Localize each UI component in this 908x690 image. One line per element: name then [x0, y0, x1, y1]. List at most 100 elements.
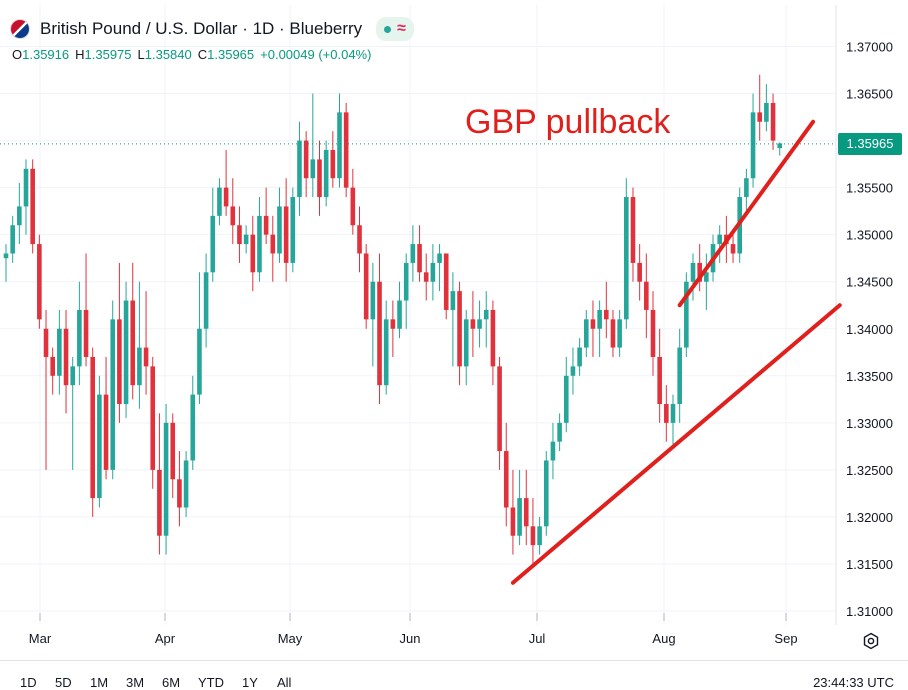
candle: [563, 356, 569, 433]
candle: [177, 451, 182, 527]
candle: [270, 215, 276, 282]
candle: [684, 272, 689, 357]
candle: [697, 244, 702, 292]
x-tick-label: Jun: [400, 631, 421, 646]
candle: [137, 281, 142, 409]
candle: [583, 309, 589, 357]
candle: [303, 131, 309, 198]
candle: [123, 281, 129, 419]
close-label: C: [197, 47, 208, 62]
candle: [397, 281, 402, 339]
candle: [423, 253, 429, 301]
trendline[interactable]: [510, 303, 842, 585]
candle: [243, 225, 249, 254]
price-axis[interactable]: 1.370001.365001.360001.355001.350001.345…: [846, 40, 893, 620]
candle: [277, 187, 282, 263]
candle: [477, 300, 482, 348]
open-label: O: [12, 47, 23, 62]
candle: [263, 187, 269, 245]
y-tick-label: 1.35500: [846, 181, 893, 196]
candle: [590, 300, 596, 357]
candle: [750, 93, 756, 188]
candle: [50, 347, 55, 395]
y-tick-label: 1.33500: [846, 369, 893, 384]
candle: [257, 197, 262, 282]
candle: [170, 413, 176, 499]
symbol-title[interactable]: British Pound / U.S. Dollar · 1D · Blueb…: [40, 19, 363, 38]
candle: [130, 262, 136, 400]
market-status-pill[interactable]: ≈: [376, 17, 414, 41]
candle: [337, 93, 342, 188]
candle: [637, 244, 642, 301]
candle: [310, 93, 316, 198]
candle: [10, 215, 15, 263]
x-tick-label: May: [278, 631, 303, 646]
candle: [357, 206, 362, 273]
candle: [617, 309, 622, 357]
candle: [210, 187, 216, 282]
annotation-text[interactable]: GBP pullback: [465, 103, 671, 141]
candle: [657, 328, 662, 423]
candle: [197, 272, 202, 405]
trendline[interactable]: [677, 119, 816, 308]
candle: [577, 338, 582, 376]
gear-icon[interactable]: [862, 632, 880, 650]
x-tick-label: Sep: [774, 631, 797, 646]
current-price-tag: 1.35965: [838, 133, 902, 155]
candle: [223, 149, 229, 216]
candle: [530, 498, 536, 564]
candle: [317, 140, 322, 216]
candle: [290, 187, 296, 273]
candle: [237, 206, 242, 263]
candle: [343, 102, 349, 198]
candle: [77, 281, 82, 386]
market-open-dot-icon: [384, 25, 392, 33]
candle: [110, 300, 116, 480]
candle: [37, 234, 42, 329]
candle: [457, 281, 462, 386]
candle: [757, 74, 763, 141]
y-tick-label: 1.31500: [846, 557, 893, 572]
candle: [23, 159, 29, 235]
candle: [70, 356, 75, 470]
candle: [250, 215, 256, 292]
candle: [483, 291, 489, 348]
candle: [377, 253, 382, 405]
trendlines[interactable]: [510, 119, 842, 585]
high-label: H: [75, 47, 85, 62]
candle: [217, 178, 222, 226]
candle: [550, 422, 556, 480]
x-tick-label: Jul: [529, 631, 546, 646]
candle: [510, 469, 516, 555]
candle: [203, 253, 209, 348]
candle: [363, 244, 369, 329]
candle: [97, 375, 102, 508]
candle: [417, 225, 422, 282]
candle: [410, 225, 416, 282]
candle: [190, 375, 196, 470]
candle: [390, 300, 396, 357]
candle: [350, 168, 356, 235]
candle: [117, 262, 122, 423]
candle: [323, 140, 329, 207]
gbp-usd-flag-icon: [10, 19, 30, 39]
candle: [330, 131, 336, 188]
x-tick-label: Apr: [155, 631, 176, 646]
candle: [3, 244, 9, 282]
x-tick-label: Aug: [652, 631, 675, 646]
low-label: L: [137, 47, 145, 62]
candle: [644, 253, 649, 339]
y-tick-label: 1.35000: [846, 228, 893, 243]
candle: [57, 309, 62, 395]
range-selector: 1D 5D 1M 3M 6M YTD 1Y All 23:44:33 UTC: [0, 660, 908, 690]
candle: [437, 244, 442, 292]
candle: [690, 253, 696, 301]
time-axis[interactable]: Mar Apr May Jun Jul Aug Sep: [29, 613, 798, 646]
candle: [770, 93, 776, 150]
candle: [597, 300, 602, 357]
candles: [3, 74, 783, 564]
candle: [523, 469, 529, 546]
change-value: +0.00049 (+0.04%): [260, 47, 372, 62]
high-value: 1.35975: [84, 47, 132, 62]
